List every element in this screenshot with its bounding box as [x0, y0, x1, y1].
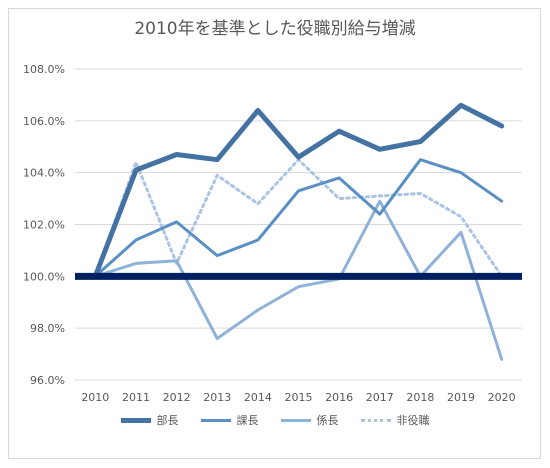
- legend-item: 非役職: [360, 412, 430, 428]
- y-tick-label: 102.0%: [23, 219, 65, 232]
- x-tick-label: 2013: [203, 391, 231, 404]
- x-tick-label: 2019: [447, 391, 475, 404]
- x-tick-label: 2017: [366, 391, 394, 404]
- chart-title: 2010年を基準とした役職別給与増減: [134, 19, 416, 39]
- series-line-部長: [92, 102, 505, 279]
- y-tick-label: 108.0%: [23, 63, 65, 76]
- x-tick-label: 2012: [163, 391, 191, 404]
- x-tick-label: 2018: [406, 391, 434, 404]
- x-tick-label: 2020: [488, 391, 516, 404]
- legend-swatch: [360, 418, 391, 422]
- legend-item: 部長: [120, 412, 179, 428]
- legend-label: 非役職: [396, 414, 430, 427]
- x-tick-label: 2016: [325, 391, 353, 404]
- series-line-非役職: [93, 158, 504, 278]
- legend-label: 部長: [156, 414, 179, 427]
- series-line-課長: [93, 158, 504, 278]
- legend-label: 係長: [316, 414, 339, 427]
- legend-item: 係長: [280, 412, 339, 428]
- x-tick-label: 2010: [81, 391, 109, 404]
- legend-item: 課長: [200, 412, 259, 428]
- y-tick-label: 104.0%: [23, 167, 65, 180]
- legend-swatch: [120, 417, 151, 423]
- legend-swatch: [280, 418, 311, 422]
- legend-label: 課長: [236, 414, 259, 427]
- legend-swatch: [200, 418, 231, 422]
- y-tick-label: 106.0%: [23, 115, 65, 128]
- x-tick-label: 2015: [285, 391, 313, 404]
- x-tick-label: 2011: [122, 391, 150, 404]
- series-line-係長: [93, 199, 504, 361]
- y-tick-label: 98.0%: [30, 322, 65, 335]
- x-tick-label: 2014: [244, 391, 272, 404]
- chart-frame: [8, 8, 541, 459]
- chart-legend: 部長 課長 係長 非役職: [0, 412, 550, 428]
- y-tick-label: 96.0%: [30, 374, 65, 387]
- y-tick-label: 100.0%: [23, 270, 65, 283]
